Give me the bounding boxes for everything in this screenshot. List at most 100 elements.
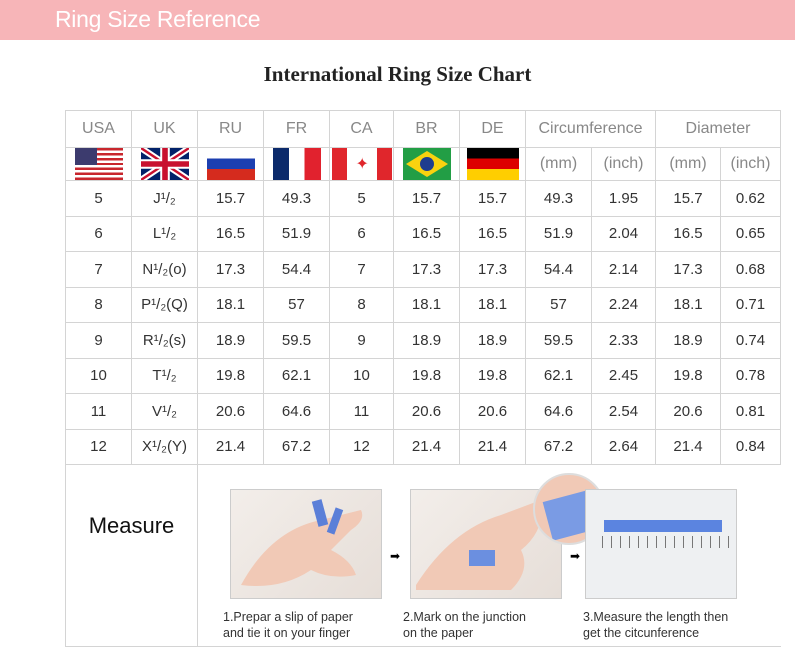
cell-fr: 51.9: [264, 216, 330, 252]
cell-ca: 7: [330, 252, 394, 288]
cell-usa: 6: [66, 216, 132, 252]
header-usa: USA: [66, 111, 132, 148]
cell-fr: 67.2: [264, 429, 330, 465]
measure-label: Measure: [66, 465, 198, 647]
cell-circ-inch: 1.95: [592, 181, 656, 217]
cell-dia-mm: 18.1: [656, 287, 721, 323]
cell-ru: 21.4: [198, 429, 264, 465]
cell-dia-inch: 0.65: [721, 216, 781, 252]
cell-circ-mm: 49.3: [526, 181, 592, 217]
cell-circ-mm: 54.4: [526, 252, 592, 288]
cell-circ-mm: 67.2: [526, 429, 592, 465]
cell-ru: 18.9: [198, 323, 264, 359]
cell-dia-inch: 0.84: [721, 429, 781, 465]
cell-fr: 49.3: [264, 181, 330, 217]
header-ca: CA: [330, 111, 394, 148]
cell-ru: 15.7: [198, 181, 264, 217]
cell-circ-inch: 2.24: [592, 287, 656, 323]
cell-fr: 64.6: [264, 394, 330, 430]
unit-circ-mm: (mm): [526, 148, 592, 181]
cell-ca: 11: [330, 394, 394, 430]
cell-uk: T¹/₂: [132, 358, 198, 394]
step3-image: [585, 489, 737, 599]
cell-usa: 9: [66, 323, 132, 359]
cell-uk: N¹/₂(o): [132, 252, 198, 288]
cell-circ-inch: 2.04: [592, 216, 656, 252]
cell-circ-inch: 2.64: [592, 429, 656, 465]
unit-circ-inch: (inch): [592, 148, 656, 181]
cell-br: 15.7: [394, 181, 460, 217]
header-de: DE: [460, 111, 526, 148]
unit-dia-inch: (inch): [721, 148, 781, 181]
cell-uk: P¹/₂(Q): [132, 287, 198, 323]
cell-circ-inch: 2.54: [592, 394, 656, 430]
banner: Ring Size Reference: [0, 0, 795, 40]
arrow-icon: ➡: [570, 549, 580, 563]
cell-usa: 7: [66, 252, 132, 288]
cell-br: 18.1: [394, 287, 460, 323]
cell-usa: 11: [66, 394, 132, 430]
cell-br: 18.9: [394, 323, 460, 359]
cell-ru: 17.3: [198, 252, 264, 288]
cell-circ-inch: 2.33: [592, 323, 656, 359]
cell-de: 18.9: [460, 323, 526, 359]
cell-dia-mm: 21.4: [656, 429, 721, 465]
unit-dia-mm: (mm): [656, 148, 721, 181]
header-ru: RU: [198, 111, 264, 148]
cell-fr: 54.4: [264, 252, 330, 288]
cell-de: 20.6: [460, 394, 526, 430]
cell-br: 20.6: [394, 394, 460, 430]
cell-ru: 18.1: [198, 287, 264, 323]
cell-uk: V¹/₂: [132, 394, 198, 430]
cell-dia-mm: 18.9: [656, 323, 721, 359]
cell-dia-mm: 17.3: [656, 252, 721, 288]
germany-flag-icon: [467, 148, 519, 180]
cell-dia-mm: 16.5: [656, 216, 721, 252]
header-uk: UK: [132, 111, 198, 148]
cell-ca: 5: [330, 181, 394, 217]
header-fr: FR: [264, 111, 330, 148]
brazil-flag-icon: [403, 148, 451, 180]
france-flag-icon: [273, 148, 321, 180]
cell-de: 16.5: [460, 216, 526, 252]
header-br: BR: [394, 111, 460, 148]
cell-br: 19.8: [394, 358, 460, 394]
cell-dia-inch: 0.74: [721, 323, 781, 359]
cell-dia-mm: 20.6: [656, 394, 721, 430]
cell-dia-mm: 19.8: [656, 358, 721, 394]
banner-title: Ring Size Reference: [55, 6, 260, 33]
cell-dia-inch: 0.78: [721, 358, 781, 394]
cell-de: 18.1: [460, 287, 526, 323]
cell-uk: L¹/₂: [132, 216, 198, 252]
cell-ca: 8: [330, 287, 394, 323]
cell-dia-inch: 0.81: [721, 394, 781, 430]
cell-ca: 12: [330, 429, 394, 465]
cell-fr: 59.5: [264, 323, 330, 359]
cell-fr: 57: [264, 287, 330, 323]
canada-flag-icon: ✦: [332, 148, 392, 180]
cell-dia-inch: 0.71: [721, 287, 781, 323]
cell-usa: 10: [66, 358, 132, 394]
cell-fr: 62.1: [264, 358, 330, 394]
cell-br: 21.4: [394, 429, 460, 465]
cell-circ-mm: 57: [526, 287, 592, 323]
cell-br: 17.3: [394, 252, 460, 288]
uk-flag-icon: [141, 148, 189, 180]
us-flag-icon: [75, 148, 123, 180]
step1-image: [230, 489, 382, 599]
cell-usa: 12: [66, 429, 132, 465]
cell-dia-mm: 15.7: [656, 181, 721, 217]
cell-usa: 5: [66, 181, 132, 217]
chart-title: International Ring Size Chart: [0, 62, 795, 87]
